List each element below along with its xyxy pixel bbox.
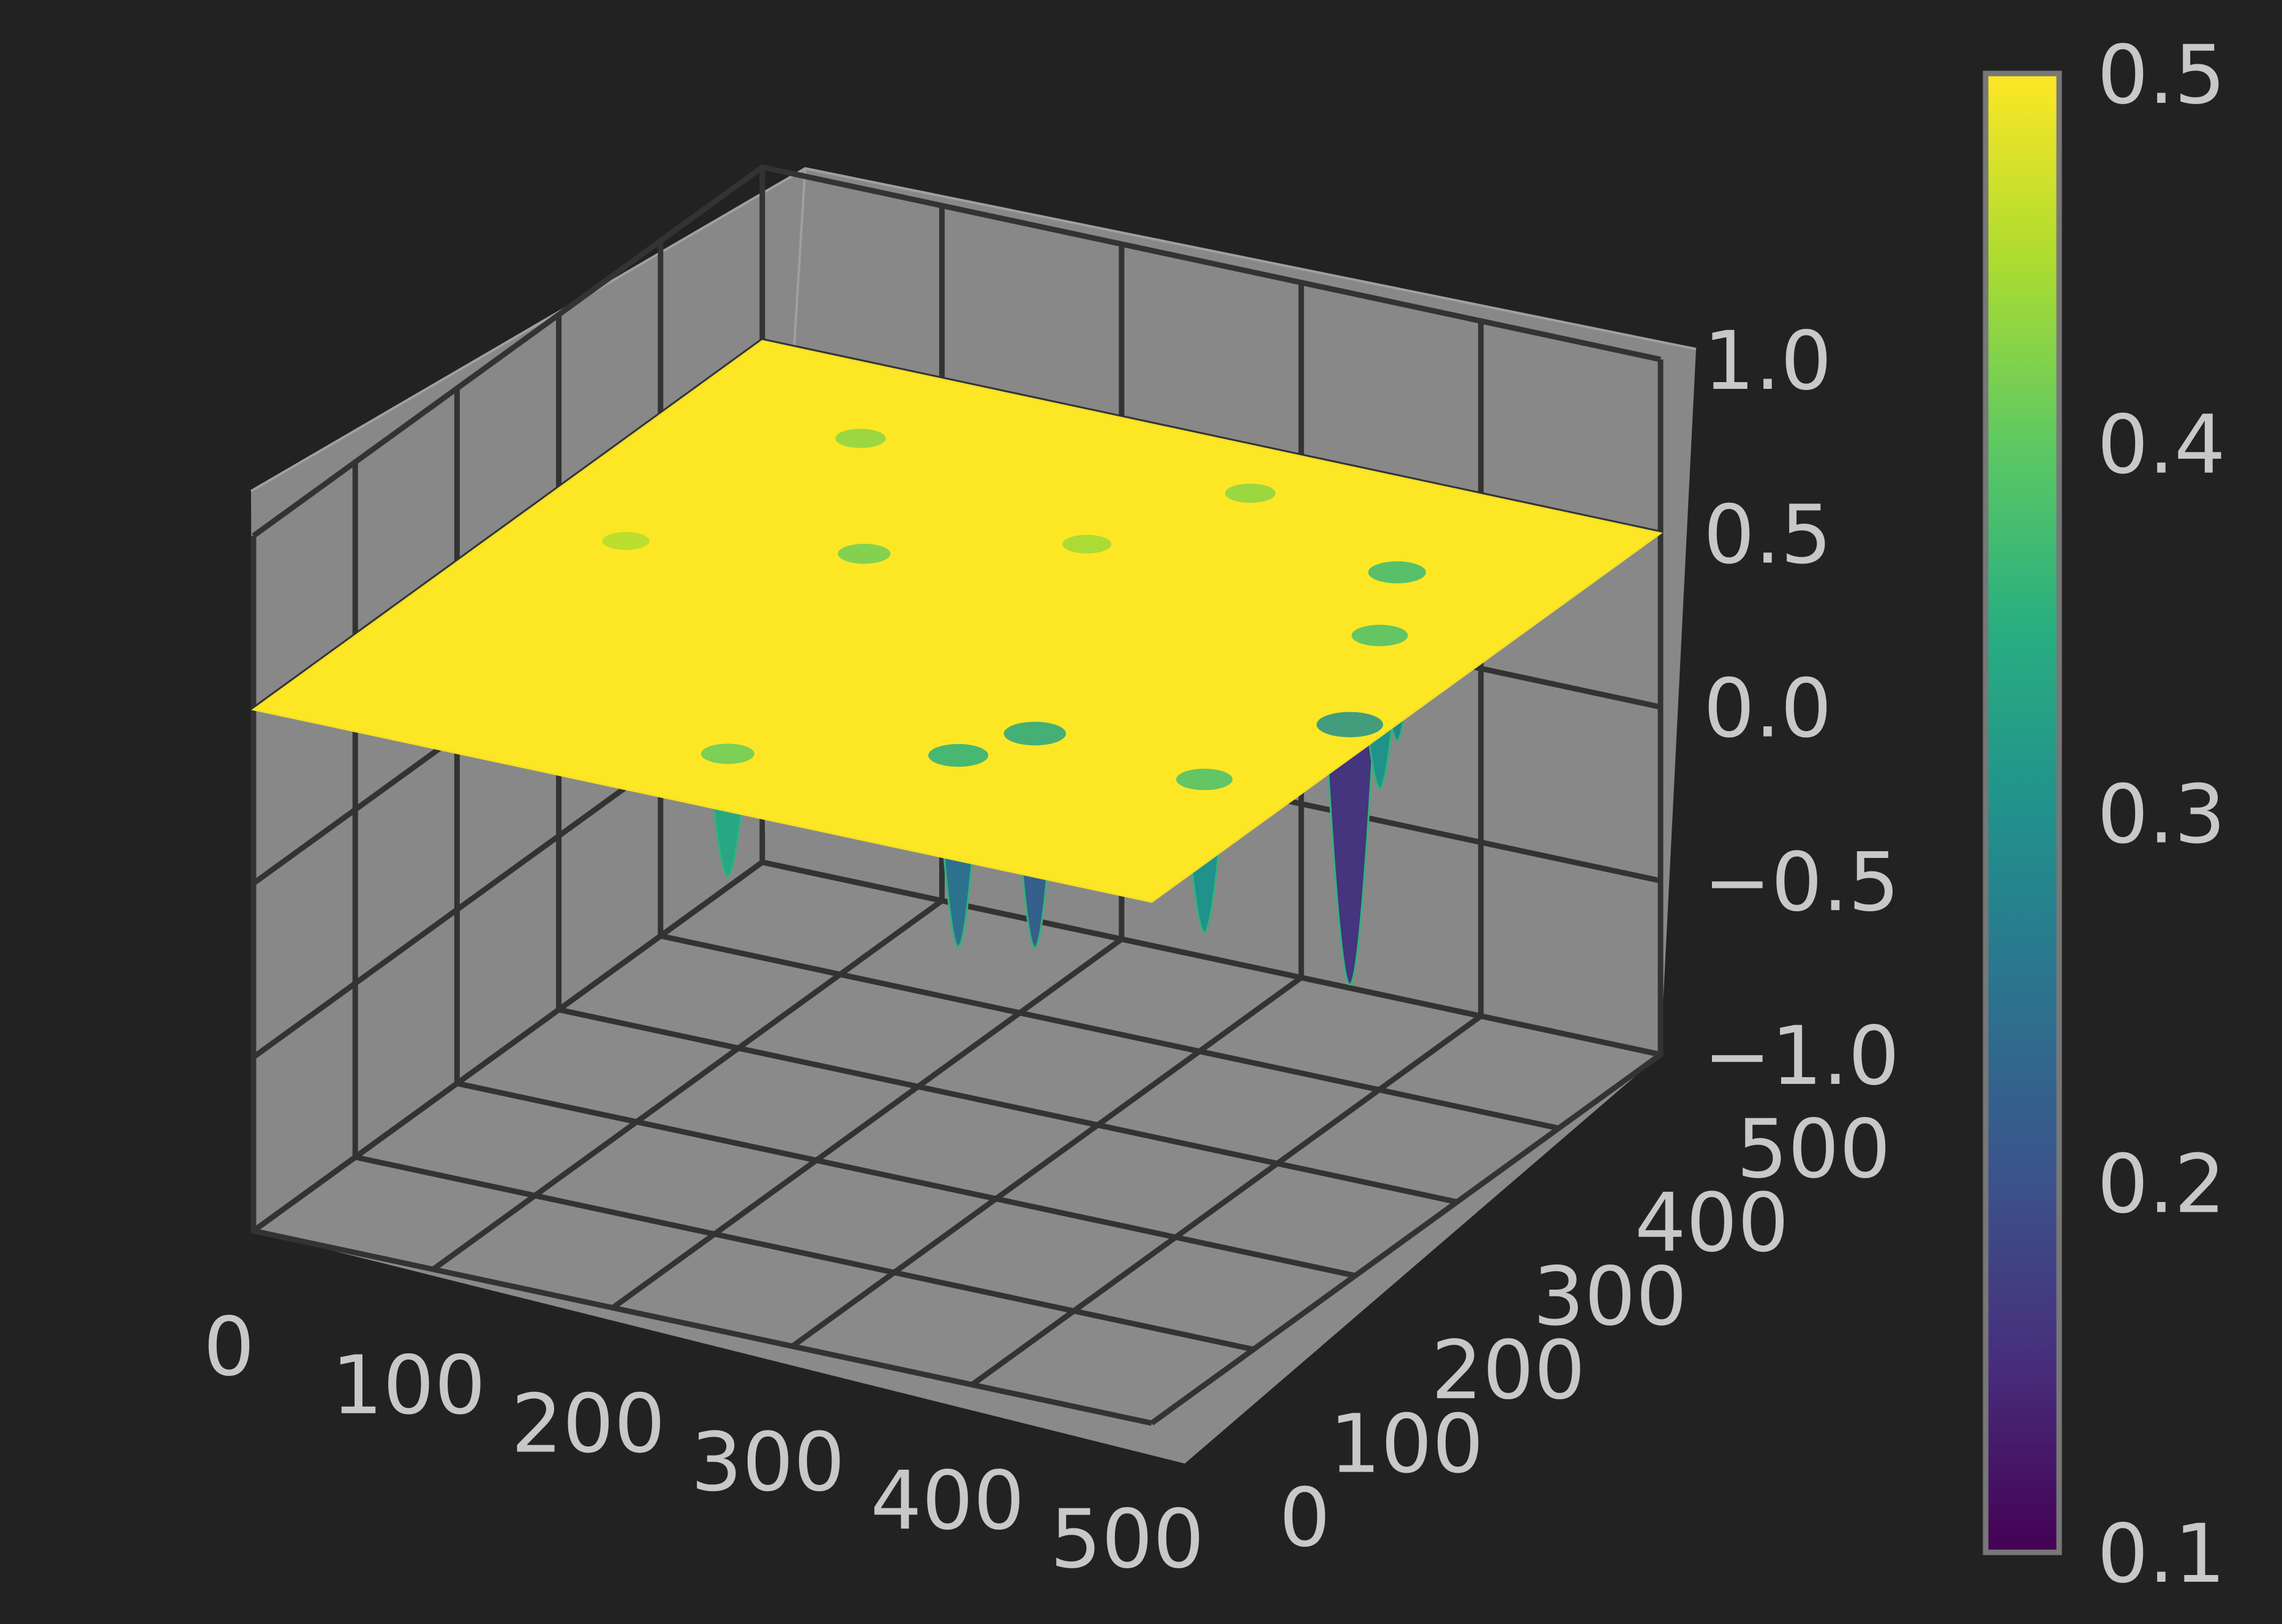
colorbar: 0.1 0.2 0.3 0.4 0.5	[1983, 28, 2226, 1601]
surface-dimple	[602, 532, 650, 551]
surface-plateau	[251, 340, 1663, 903]
x-tick-label: 500	[1050, 1492, 1204, 1587]
surface-dimple	[1316, 712, 1383, 737]
surface-well	[1324, 723, 1375, 986]
pane-floor	[253, 862, 1661, 1464]
surface-dimple	[1225, 483, 1276, 503]
z-axis-ticks: −1.0 −0.5 0.0 0.5 1.0	[1703, 314, 1900, 1103]
y-tick-label: 500	[1736, 1102, 1891, 1197]
surface-dimple	[1368, 561, 1426, 584]
z-tick-label: −1.0	[1703, 1009, 1900, 1103]
surface-dimple	[835, 429, 886, 448]
surface-dimple	[1004, 721, 1066, 746]
x-axis-ticks: 0 100 200 300 400 500	[203, 1300, 1204, 1587]
y-tick-label: 100	[1329, 1397, 1484, 1492]
surface-dimple	[838, 543, 891, 564]
surface-dimple	[928, 743, 989, 767]
z-tick-label: 1.0	[1703, 314, 1832, 408]
surface-dimple	[700, 743, 755, 764]
x-tick-label: 400	[871, 1454, 1025, 1548]
y-tick-label: 200	[1431, 1323, 1585, 1418]
surface-dimple	[1062, 535, 1112, 554]
x-tick-label: 0	[203, 1300, 255, 1394]
grid-line-z	[252, 164, 1661, 538]
z-tick-label: 0.5	[1703, 488, 1832, 582]
colorbar-tick-label: 0.5	[2097, 28, 2226, 122]
grid-line-z	[252, 859, 1661, 1233]
z-tick-label: 0.0	[1703, 662, 1832, 756]
y-tick-label: 300	[1533, 1250, 1687, 1344]
colorbar-ticks: 0.1 0.2 0.3 0.4 0.5	[2097, 28, 2226, 1601]
surface-dimple	[1176, 769, 1233, 791]
z-tick-label: −0.5	[1703, 835, 1900, 930]
surface-layer	[251, 340, 1663, 986]
colorbar-tick-label: 0.4	[2097, 398, 2226, 492]
surface-dimple	[1351, 625, 1408, 647]
colorbar-tick-label: 0.3	[2097, 768, 2226, 862]
y-tick-label: 0	[1279, 1471, 1331, 1565]
colorbar-gradient	[1983, 70, 2062, 1555]
y-tick-label: 400	[1635, 1176, 1789, 1270]
x-tick-label: 200	[511, 1377, 666, 1472]
colorbar-tick-label: 0.1	[2097, 1507, 2226, 1601]
x-tick-label: 300	[691, 1415, 845, 1509]
x-tick-label: 100	[331, 1339, 486, 1433]
colorbar-tick-label: 0.2	[2097, 1137, 2226, 1231]
